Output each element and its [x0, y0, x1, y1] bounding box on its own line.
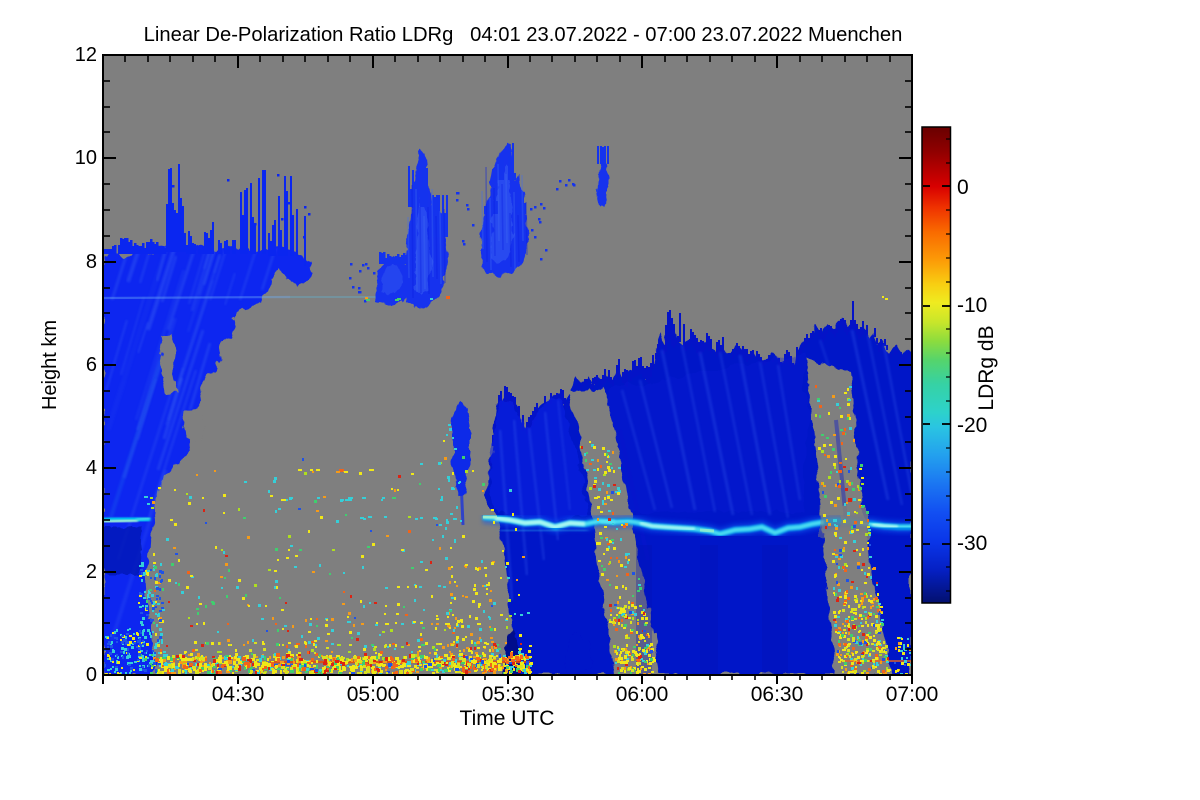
svg-text:0: 0 — [957, 176, 969, 199]
svg-text:6: 6 — [86, 354, 97, 376]
svg-text:Height km: Height km — [39, 320, 61, 410]
svg-text:07:00: 07:00 — [886, 683, 939, 706]
svg-text:04:30: 04:30 — [212, 683, 265, 706]
svg-text:8: 8 — [86, 251, 97, 273]
svg-text:-20: -20 — [957, 414, 987, 437]
svg-text:10: 10 — [75, 147, 97, 169]
svg-text:0: 0 — [86, 664, 97, 686]
svg-text:-10: -10 — [957, 294, 987, 317]
svg-text:-30: -30 — [957, 532, 987, 555]
svg-text:Linear De-Polarization Ratio L: Linear De-Polarization Ratio LDRg 04:01 … — [144, 24, 903, 46]
svg-text:Time UTC: Time UTC — [460, 707, 555, 730]
svg-text:06:00: 06:00 — [616, 683, 669, 706]
svg-text:2: 2 — [86, 561, 97, 583]
svg-text:05:30: 05:30 — [482, 683, 535, 706]
svg-text:12: 12 — [75, 44, 97, 66]
svg-text:LDRg dB: LDRg dB — [975, 325, 998, 410]
svg-text:06:30: 06:30 — [751, 683, 804, 706]
svg-text:4: 4 — [86, 457, 97, 479]
svg-text:05:00: 05:00 — [347, 683, 400, 706]
